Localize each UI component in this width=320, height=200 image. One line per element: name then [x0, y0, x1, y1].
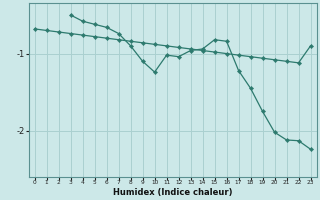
X-axis label: Humidex (Indice chaleur): Humidex (Indice chaleur) [113, 188, 232, 197]
